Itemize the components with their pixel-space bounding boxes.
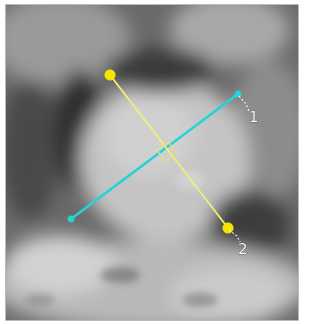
page: {"measurements": [{"label": "1"}, {"labe… bbox=[0, 0, 302, 324]
line-handle[interactable] bbox=[105, 70, 116, 81]
measurement-label: 1 bbox=[249, 108, 259, 126]
line-handle[interactable] bbox=[68, 216, 75, 223]
image-viewer: 1 2 bbox=[0, 0, 302, 324]
line-handle[interactable] bbox=[223, 223, 234, 234]
measurement-label: 2 bbox=[238, 240, 248, 258]
scan-image bbox=[0, 0, 302, 324]
line-handle[interactable] bbox=[235, 91, 242, 98]
